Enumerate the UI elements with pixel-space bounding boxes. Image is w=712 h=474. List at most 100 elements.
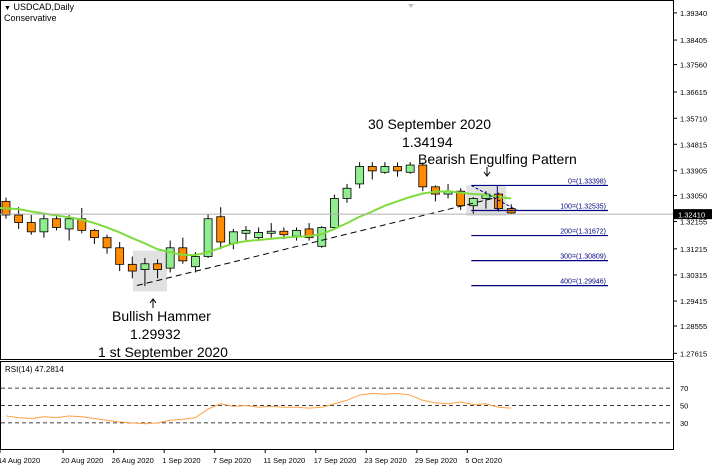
hammer-up-arrow-icon	[149, 298, 157, 308]
annotation-bottom-price: 1.29932	[130, 326, 181, 342]
price-tick-label: 1.34815	[680, 140, 707, 149]
price-panel-frame	[0, 0, 674, 360]
candle-body	[367, 166, 377, 172]
template-label: Conservative	[4, 13, 57, 23]
engulfing-down-arrow-icon	[483, 167, 491, 177]
candle-body	[342, 187, 352, 199]
time-tick-label: 23 Sep 2020	[364, 456, 407, 465]
arrows-layer	[149, 167, 491, 308]
annotation-bottom-date: 1 st September 2020	[98, 344, 228, 360]
candle-body	[431, 186, 440, 195]
candle-body	[216, 216, 226, 243]
candle-body	[329, 198, 339, 228]
candle-body	[279, 230, 289, 236]
annotation-bottom-pattern: Bullish Hammer	[112, 308, 211, 324]
fib-base-line	[471, 184, 518, 211]
time-tick-label: 11 Sep 2020	[263, 456, 305, 465]
candle-body	[494, 193, 503, 209]
rsi-line	[5, 392, 512, 425]
symbol-header[interactable]: ▼ USDCAD,Daily	[4, 2, 74, 12]
rsi-label: RSI(14) 47.2814	[5, 365, 64, 374]
candle-body	[456, 190, 466, 207]
fib-level-label: 400=(1.29946)	[560, 279, 606, 286]
price-tick-label: 1.28555	[680, 322, 707, 331]
dropdown-triangle-icon[interactable]: ▼	[4, 5, 11, 12]
price-tick-label: 1.32155	[680, 218, 707, 227]
candle-body	[115, 247, 125, 265]
price-tick-label: 1.36615	[680, 88, 707, 97]
price-tick-label: 1.33050	[680, 192, 707, 201]
candle-body	[39, 218, 49, 233]
moving-average-line	[0, 190, 512, 257]
symbol-label: USDCAD,Daily	[13, 2, 74, 12]
candle-body	[52, 218, 61, 228]
candle-body	[153, 263, 162, 270]
fibonacci-layer: 0=(1.33398) 100=(1.32535) 200=(1.31672) 300…	[471, 178, 608, 287]
price-tick-label: 1.27615	[680, 349, 707, 358]
rsi-level-label: 70	[680, 384, 688, 393]
candle-body	[165, 247, 175, 269]
candle-body	[304, 228, 314, 239]
current-price-box	[674, 209, 712, 220]
annotation-top-date: 30 September 2020	[368, 116, 491, 132]
moving-average-layer	[0, 190, 512, 257]
price-axis-layer: 1.39340 1.38405 1.37560 1.36615 1.35710 1.348…	[673, 9, 712, 358]
candle-body	[254, 232, 264, 239]
time-tick-label: 26 Aug 2020	[112, 456, 154, 465]
rsi-level-label: 30	[680, 419, 688, 428]
price-tick-label: 1.37560	[680, 61, 707, 70]
price-tick-label: 1.31215	[680, 245, 707, 254]
time-tick-label: 1 Sep 2020	[162, 456, 200, 465]
candle-body	[292, 229, 301, 237]
rsi-level-label: 50	[680, 402, 688, 411]
scroll-marker-icon	[408, 4, 414, 8]
price-tick-label: 1.29415	[680, 297, 707, 306]
price-tick-label: 1.39340	[680, 9, 707, 18]
price-tick-label: 1.30315	[680, 271, 707, 280]
fib-level-label: 0=(1.33398)	[568, 178, 606, 185]
time-tick-label: 14 Aug 2020	[0, 456, 40, 465]
time-tick-label: 20 Aug 2020	[61, 456, 103, 465]
candle-body	[266, 230, 276, 234]
candle-body	[468, 198, 478, 207]
current-price-label: 1.32410	[678, 210, 705, 219]
candle-body	[241, 229, 251, 234]
fib-level-label: 200=(1.31672)	[560, 229, 606, 236]
candle-body	[90, 229, 99, 239]
candle-body	[393, 166, 402, 172]
time-tick-label: 29 Sep 2020	[415, 456, 458, 465]
candle-body	[405, 164, 415, 173]
candle-body	[102, 237, 112, 249]
time-axis-layer: 14 Aug 2020 20 Aug 2020 26 Aug 2020 1 Sep 2…	[0, 449, 502, 465]
candle-body	[14, 214, 24, 223]
time-tick-label: 7 Sep 2020	[213, 456, 251, 465]
candle-body	[355, 166, 365, 185]
candle-body	[228, 231, 238, 244]
rsi-layer: 70 50 30	[1, 384, 688, 428]
hammer-highlight-box	[132, 250, 167, 292]
fib-level-label: 300=(1.30809)	[560, 254, 606, 261]
candle-body	[140, 263, 150, 270]
candle-body	[380, 166, 390, 173]
candle-body	[203, 218, 213, 257]
trendline-layer	[0, 196, 673, 287]
candle-body	[64, 218, 74, 230]
annotation-top-price: 1.34194	[402, 134, 453, 150]
time-tick-label: 17 Sep 2020	[314, 456, 357, 465]
candle-body	[127, 263, 137, 272]
fib-level-label: 100=(1.32535)	[560, 203, 606, 210]
candle-body	[418, 164, 428, 188]
candle-body	[317, 227, 327, 247]
candle-body	[26, 222, 36, 233]
candle-body	[191, 256, 200, 268]
price-tick-label: 1.33905	[680, 167, 707, 176]
price-tick-label: 1.35710	[680, 114, 707, 123]
price-tick-label: 1.38405	[680, 36, 707, 45]
rsi-panel-frame	[0, 361, 674, 450]
time-tick-label: 5 Oct 2020	[465, 456, 502, 465]
support-trendline	[136, 196, 499, 287]
annotation-top-pattern: Bearish Engulfing Pattern	[418, 151, 577, 167]
